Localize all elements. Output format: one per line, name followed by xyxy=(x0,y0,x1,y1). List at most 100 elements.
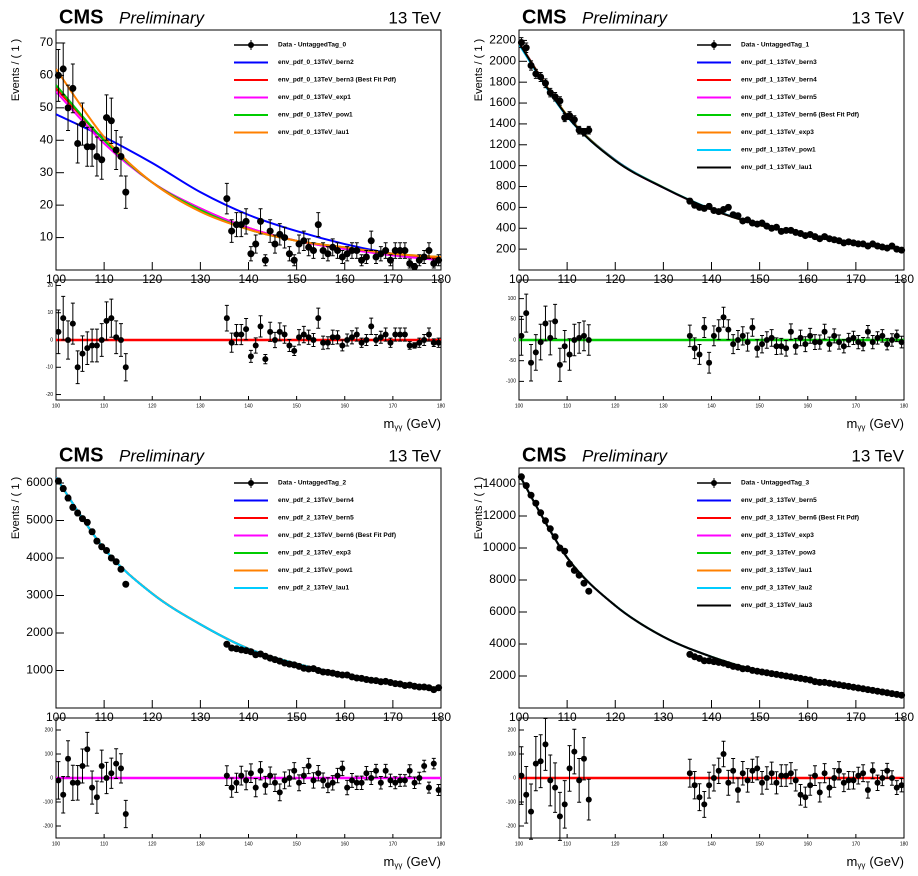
data-point xyxy=(54,477,62,485)
residual-point xyxy=(816,339,823,346)
residual-point xyxy=(580,332,587,339)
residual-point xyxy=(223,772,230,779)
y-tick-label: 400 xyxy=(496,220,516,234)
residual-point xyxy=(787,328,794,335)
data-point xyxy=(83,143,91,151)
data-point xyxy=(546,89,554,97)
x-axis-title-unit: (GeV) xyxy=(406,854,441,869)
x-axis-title-sub: γγ xyxy=(857,423,865,432)
data-point xyxy=(898,691,906,699)
data-point xyxy=(541,517,549,525)
data-point xyxy=(561,547,569,555)
data-point xyxy=(772,223,780,231)
residual-point xyxy=(850,777,857,784)
data-point xyxy=(570,566,578,574)
residual-point xyxy=(348,777,355,784)
legend-label: env_pdf_0_13TeV_exp1 xyxy=(278,94,351,101)
legend-label: env_pdf_0_13TeV_bern2 xyxy=(278,59,354,66)
data-point xyxy=(570,116,578,124)
data-point xyxy=(122,188,130,196)
residual-point xyxy=(874,779,881,786)
data-point xyxy=(700,657,708,665)
legend-label: env_pdf_3_13TeV_lau3 xyxy=(741,602,812,609)
residual-point xyxy=(344,337,351,343)
residual-point xyxy=(802,794,809,801)
residual-point xyxy=(778,772,785,779)
data-point xyxy=(517,39,525,47)
panel: CMS Preliminary 13 TeV Events / ( 1 ) mγγ (Ge… xyxy=(10,444,451,870)
residual-point xyxy=(730,767,737,774)
x-tick-label: 100 xyxy=(46,272,66,286)
x-tick-label: 140 xyxy=(238,710,258,724)
residual-point xyxy=(238,772,245,779)
residual-x-tick-label: 120 xyxy=(148,403,157,409)
data-point xyxy=(98,543,106,551)
legend-label: env_pdf_1_13TeV_bern5 xyxy=(741,94,817,101)
y-tick-label: 6000 xyxy=(26,475,53,489)
residual-point xyxy=(566,351,573,358)
legend-label: env_pdf_2_13TeV_pow1 xyxy=(278,567,353,574)
y-tick-label: 2000 xyxy=(489,53,516,67)
y-tick-label: 800 xyxy=(496,179,516,193)
residual-x-tick-label: 120 xyxy=(611,841,620,847)
fit-curve xyxy=(56,87,441,260)
residual-point xyxy=(113,760,120,767)
residual-point xyxy=(532,760,539,767)
y-tick-label: 50 xyxy=(40,100,54,114)
residual-y-tick-label: 100 xyxy=(45,751,54,757)
data-point xyxy=(309,247,317,255)
residual-point xyxy=(103,317,110,324)
residual-point xyxy=(286,775,293,781)
y-tick-label: 600 xyxy=(496,200,516,214)
residual-point xyxy=(792,343,799,350)
fit-curve xyxy=(519,42,904,251)
residual-point xyxy=(421,337,428,343)
residual-point xyxy=(233,779,240,786)
residual-point xyxy=(421,763,428,769)
residual-point xyxy=(701,324,708,331)
residual-point xyxy=(382,331,389,338)
residual-point xyxy=(734,787,741,793)
data-point xyxy=(117,565,125,573)
data-point xyxy=(88,143,96,151)
x-tick-label: 130 xyxy=(653,710,673,724)
residual-point xyxy=(691,782,698,789)
residual-x-tick-label: 180 xyxy=(437,403,446,409)
fit-curve xyxy=(56,476,441,690)
x-tick-label: 110 xyxy=(95,710,114,724)
x-axis-title-sub: γγ xyxy=(394,861,402,870)
residual-y-tick-label: 10 xyxy=(47,310,53,316)
data-point xyxy=(232,221,240,229)
x-tick-label: 160 xyxy=(335,710,355,724)
residual-point xyxy=(416,339,423,346)
residual-x-tick-label: 100 xyxy=(515,841,524,847)
residual-point xyxy=(363,337,370,343)
residual-x-tick-label: 160 xyxy=(804,403,813,409)
data-point xyxy=(435,256,443,264)
x-axis-title-main: m xyxy=(846,854,857,869)
legend-label: env_pdf_0_13TeV_bern3 (Best Fit Pdf) xyxy=(278,77,396,84)
residual-point xyxy=(860,770,867,777)
residual-point xyxy=(69,320,76,327)
fit-curve xyxy=(519,42,904,251)
x-tick-label: 160 xyxy=(335,272,355,286)
x-tick-label: 100 xyxy=(46,710,66,724)
curves xyxy=(56,476,441,690)
residual-point xyxy=(79,763,86,769)
x-tick-label: 130 xyxy=(653,272,673,286)
residual-point xyxy=(247,353,254,360)
legend-label: Data - UntaggedTag_0 xyxy=(278,42,347,49)
data-point xyxy=(382,247,390,255)
legend-label: env_pdf_1_13TeV_bern6 (Best Fit Pdf) xyxy=(741,112,859,119)
residual-x-tick-label: 170 xyxy=(389,403,398,409)
x-tick-label: 180 xyxy=(894,710,914,724)
energy-label: 13 TeV xyxy=(851,446,904,465)
y-tick-label: 2000 xyxy=(489,668,516,682)
residual-point xyxy=(831,332,838,339)
residual-point xyxy=(228,784,235,791)
residual-point xyxy=(55,777,62,784)
x-axis-title: mγγ (GeV) xyxy=(846,854,904,870)
residual-point xyxy=(425,784,432,791)
data-point xyxy=(367,237,375,245)
data-point xyxy=(391,247,399,255)
